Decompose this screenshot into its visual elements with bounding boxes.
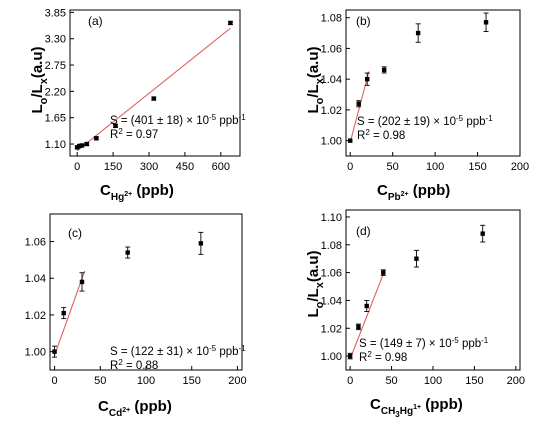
data-point <box>198 241 204 246</box>
y-tick-label: 1.10 <box>321 212 342 224</box>
y-tick-label: 1.65 <box>45 113 66 125</box>
y-tick-label: 1.06 <box>321 268 342 280</box>
y-tick-label: 1.02 <box>321 105 342 117</box>
y-tick-label: 1.00 <box>321 136 342 148</box>
y-tick-label: 1.04 <box>321 295 342 307</box>
y-tick-label: 1.08 <box>321 240 342 252</box>
y-tick-label: 3.85 <box>45 7 66 19</box>
x-axis-label: CHg2+ (ppb) <box>100 182 174 203</box>
data-point <box>79 143 85 148</box>
x-tick-label: 200 <box>511 161 529 173</box>
x-tick-label: 0 <box>52 375 58 387</box>
y-tick-label: 1.00 <box>25 347 46 359</box>
sensitivity-annotation: S = (202 ± 19) × 10-5 ppb-1 <box>357 114 493 128</box>
data-point <box>483 20 489 25</box>
y-tick-label: 1.08 <box>321 13 342 25</box>
plot-frame <box>345 9 521 157</box>
x-axis-label: CPb2+ (ppb) <box>377 182 450 203</box>
y-tick-label: 3.30 <box>45 34 66 46</box>
y-tick-label: 2.75 <box>45 60 66 72</box>
data-point <box>381 270 386 275</box>
data-point <box>94 136 99 141</box>
x-tick-label: 200 <box>507 375 525 387</box>
y-tick-label: 1.04 <box>321 74 342 86</box>
sensitivity-annotation: S = (401 ± 18) × 10-5 ppb-1 <box>110 113 246 127</box>
data-point <box>77 143 82 149</box>
chart-panel-4: 0 50 100 150 200 1.00 1.02 1.04 1.06 1.08 1.10 (d) S… <box>305 209 525 419</box>
data-point <box>356 101 361 106</box>
fit-line <box>349 269 386 360</box>
y-tick-label: 1.06 <box>25 237 46 249</box>
data-point <box>151 96 157 101</box>
y-tick-label: 1.00 <box>321 351 342 363</box>
x-tick-label: 100 <box>137 375 155 387</box>
x-tick-label: 150 <box>183 375 201 387</box>
data-point <box>381 67 387 73</box>
y-tick-label: 1.04 <box>25 273 46 285</box>
data-point <box>228 20 233 26</box>
x-axis-label: CCH3Hg1+ (ppb) <box>370 396 463 419</box>
data-point <box>480 231 485 236</box>
fit-line <box>54 270 86 356</box>
x-axis-label: CCd2+ (ppb) <box>98 398 172 419</box>
data-point <box>84 141 89 147</box>
data-point <box>415 30 421 36</box>
x-tick-label: 600 <box>212 161 230 173</box>
x-tick-label: 100 <box>426 161 444 173</box>
panel-label: (b) <box>356 14 371 28</box>
chart-panel-1: 0 150 300 450 600 1.10 1.65 2.20 2.75 3.30 3.85 (a)… <box>29 7 246 203</box>
x-tick-label: 450 <box>176 161 194 173</box>
data-point <box>61 310 66 316</box>
data-point <box>356 324 361 330</box>
y-tick-label: 1.06 <box>321 43 342 55</box>
sensitivity-annotation: S = (122 ± 31) × 10-5 ppb-1 <box>110 344 246 358</box>
chart-panel-3: 0 50 100 150 200 1.00 1.02 1.04 1.06 (c) S = (122 … <box>25 213 247 419</box>
fit-line <box>76 27 231 152</box>
data-point <box>365 76 370 82</box>
r-squared-annotation: R2 = 0.98 <box>359 350 407 364</box>
r-squared-annotation: R2 = 0.98 <box>357 128 405 142</box>
x-tick-label: 0 <box>347 375 353 387</box>
x-tick-label: 0 <box>74 161 80 173</box>
y-axis-label: Lo/Lx(a.u) <box>305 250 326 317</box>
y-tick-label: 1.10 <box>45 139 66 151</box>
data-point <box>125 250 130 255</box>
data-point <box>113 123 118 129</box>
panel-label: (a) <box>88 14 103 28</box>
data-point <box>52 349 57 354</box>
x-tick-label: 200 <box>228 375 246 387</box>
sensitivity-annotation: S = (149 ± 7) × 10-5 ppb-1 <box>359 336 489 350</box>
x-tick-label: 150 <box>104 161 122 173</box>
y-tick-label: 1.02 <box>25 310 46 322</box>
plot-frame <box>69 9 241 157</box>
x-tick-label: 0 <box>347 161 353 173</box>
r-squared-annotation: R2 = 0.88 <box>110 358 158 372</box>
data-point <box>79 279 85 285</box>
x-tick-label: 150 <box>465 375 483 387</box>
x-tick-label: 150 <box>468 161 486 173</box>
data-point <box>364 303 369 309</box>
x-tick-label: 50 <box>94 375 106 387</box>
data-point <box>414 256 419 261</box>
data-point <box>348 138 353 143</box>
x-tick-label: 300 <box>140 161 158 173</box>
y-axis-label: Lo/Lx(a.u) <box>29 46 50 113</box>
y-tick-label: 2.20 <box>45 86 66 98</box>
panel-label: (d) <box>356 224 371 238</box>
r-squared-annotation: R2 = 0.97 <box>110 127 158 141</box>
x-tick-label: 50 <box>385 375 397 387</box>
y-tick-label: 1.02 <box>321 323 342 335</box>
x-tick-label: 100 <box>424 375 442 387</box>
y-axis-label: Lo/Lx(a.u) <box>305 46 326 113</box>
panel-label: (c) <box>68 226 82 240</box>
chart-panel-2: 0 50 100 150 200 1.00 1.02 1.04 1.06 1.08 (b) S = (… <box>305 9 529 203</box>
x-tick-label: 50 <box>387 161 399 173</box>
data-point <box>347 353 353 359</box>
